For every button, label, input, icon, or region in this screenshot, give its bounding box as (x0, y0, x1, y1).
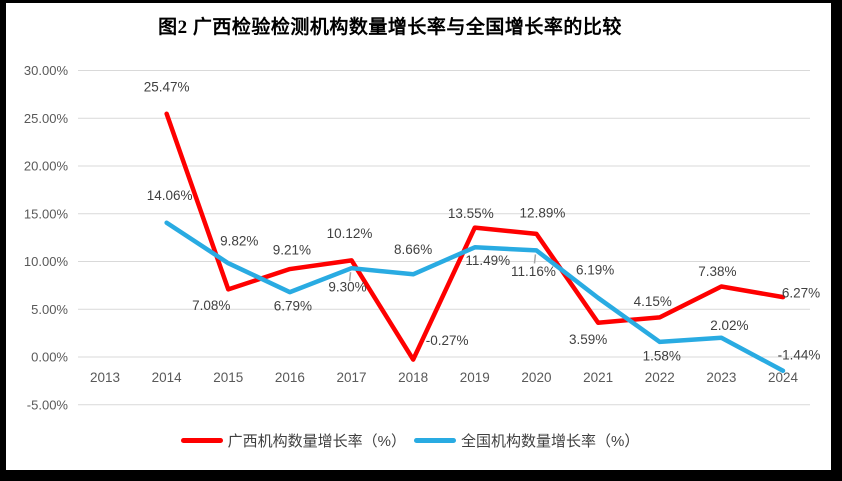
legend: 广西机构数量增长率（%） 全国机构数量增长率（%） (0, 430, 820, 450)
data-label: 9.82% (220, 234, 258, 249)
x-tick-label: 2023 (706, 370, 736, 385)
y-tick-label: 25.00% (24, 111, 69, 126)
data-label: 9.30% (328, 280, 366, 295)
x-tick-label: 2017 (337, 370, 367, 385)
y-tick-label: 5.00% (31, 302, 68, 317)
x-tick-label: 2021 (583, 370, 613, 385)
x-tick-label: 2015 (213, 370, 243, 385)
data-label: 25.47% (144, 79, 190, 94)
data-label: 4.15% (634, 294, 672, 309)
y-tick-label: 0.00% (31, 350, 68, 365)
data-label: 2.02% (710, 318, 748, 333)
label-leader (348, 272, 352, 282)
legend-line-swatch-national (414, 437, 456, 443)
y-tick-label: 15.00% (24, 206, 69, 221)
data-label: 12.89% (520, 205, 566, 220)
legend-item-guangxi: 广西机构数量增长率（%） (180, 430, 406, 451)
data-label: 11.49% (465, 253, 510, 268)
legend-label-guangxi: 广西机构数量增长率（%） (227, 432, 406, 450)
data-label: 9.21% (273, 243, 311, 258)
data-label: 7.38% (698, 264, 736, 279)
legend-line-swatch-guangxi (180, 437, 223, 443)
data-label: 10.12% (327, 226, 373, 241)
y-tick-label: 20.00% (24, 159, 69, 174)
x-tick-label: 2016 (275, 370, 305, 385)
data-label: 6.79% (274, 299, 312, 314)
data-label: 7.08% (192, 298, 230, 313)
x-tick-label: 2014 (152, 370, 183, 385)
x-tick-label: 2022 (645, 370, 675, 385)
x-tick-label: 2018 (398, 370, 428, 385)
chart-title: 图2 广西检验检测机构数量增长率与全国增长率的比较 (158, 17, 622, 38)
data-label: 14.06% (147, 188, 193, 203)
data-label: 6.19% (576, 262, 614, 277)
data-label: 1.58% (643, 348, 681, 363)
data-label: 11.16% (511, 264, 556, 279)
x-tick-label: 2019 (460, 370, 490, 385)
data-label: 6.27% (782, 286, 820, 301)
y-tick-label: -5.00% (27, 397, 69, 412)
data-label: -1.44% (778, 347, 821, 362)
data-label: 13.55% (448, 206, 494, 221)
data-label: -0.27% (426, 333, 469, 348)
label-leader (533, 254, 537, 264)
legend-label-national: 全国机构数量增长率（%） (461, 432, 640, 450)
data-label: 3.59% (569, 332, 607, 347)
y-tick-label: 30.00% (24, 63, 69, 78)
x-tick-label: 2013 (90, 370, 120, 385)
x-tick-label: 2020 (521, 370, 551, 385)
series-line (164, 111, 786, 362)
chart-background (6, 3, 831, 470)
y-tick-label: 10.00% (24, 254, 69, 269)
x-tick-label: 2024 (768, 370, 799, 385)
data-label: 8.66% (394, 242, 432, 257)
legend-item-national: 全国机构数量增长率（%） (414, 430, 639, 451)
series-line (164, 220, 786, 374)
